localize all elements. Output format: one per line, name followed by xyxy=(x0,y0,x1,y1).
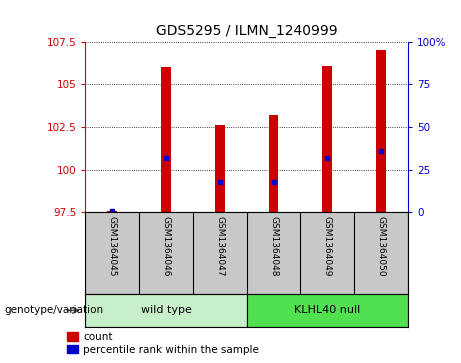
Text: KLHL40 null: KLHL40 null xyxy=(294,305,361,315)
Text: GSM1364045: GSM1364045 xyxy=(108,216,117,277)
Bar xyxy=(215,125,225,212)
Bar xyxy=(247,294,408,327)
Bar xyxy=(376,50,386,212)
Bar xyxy=(269,115,278,212)
Text: genotype/variation: genotype/variation xyxy=(5,305,104,315)
Legend: count, percentile rank within the sample: count, percentile rank within the sample xyxy=(67,332,259,355)
Text: GSM1364049: GSM1364049 xyxy=(323,216,332,277)
Text: wild type: wild type xyxy=(141,305,191,315)
Text: GSM1364047: GSM1364047 xyxy=(215,216,224,277)
Text: GSM1364048: GSM1364048 xyxy=(269,216,278,277)
Text: GSM1364046: GSM1364046 xyxy=(161,216,171,277)
Text: GSM1364050: GSM1364050 xyxy=(377,216,385,277)
Bar xyxy=(323,66,332,212)
Bar xyxy=(107,211,117,212)
Bar xyxy=(161,67,171,212)
Title: GDS5295 / ILMN_1240999: GDS5295 / ILMN_1240999 xyxy=(156,24,337,38)
Bar xyxy=(85,294,247,327)
